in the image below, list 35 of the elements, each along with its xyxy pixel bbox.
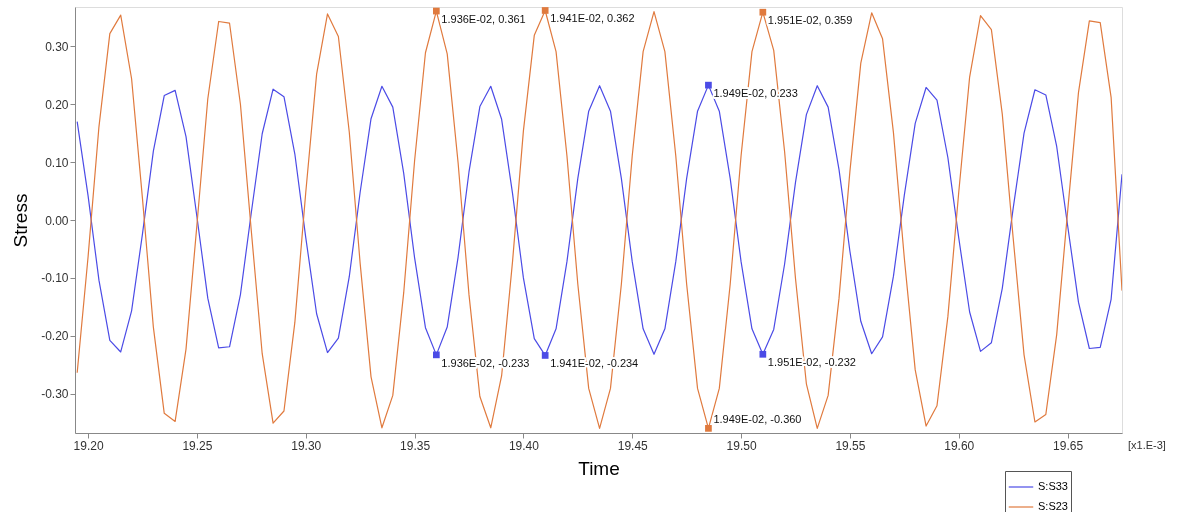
text: [x1.E-3] xyxy=(1128,439,1166,451)
y-tick-label: -0.10 xyxy=(41,271,69,286)
point xyxy=(541,7,549,14)
y-axis-title: Stress xyxy=(10,193,32,248)
point xyxy=(705,81,712,89)
x-tick-label: 19.65 xyxy=(1053,438,1084,453)
x-tick-label: 19.20 xyxy=(73,438,104,453)
x-tick-label: 19.55 xyxy=(835,438,866,453)
point xyxy=(705,425,712,432)
y-tick-label: 0.00 xyxy=(45,213,69,228)
x-tick-label: 19.60 xyxy=(944,438,975,453)
annotation: 1.941E-02, 0.362 xyxy=(550,12,635,25)
point xyxy=(541,352,549,359)
x-tick-label: 19.45 xyxy=(617,438,649,453)
point xyxy=(759,350,767,358)
y-tick-label: 0.10 xyxy=(45,155,69,170)
point xyxy=(432,351,440,359)
x-tick-label: 19.40 xyxy=(508,438,540,453)
point xyxy=(759,8,767,16)
y-tick-label: 0.30 xyxy=(45,39,69,54)
x-tick-label: 19.30 xyxy=(291,438,322,453)
x-tick-label: 19.25 xyxy=(182,438,213,453)
annotation: 1.951E-02, 0.359 xyxy=(767,14,853,27)
x-tick-label: 19.35 xyxy=(400,438,431,453)
legend-label: S:S33 xyxy=(1038,480,1068,492)
y-tick-label: -0.30 xyxy=(41,387,69,402)
line-series xyxy=(76,7,1122,432)
y-tick-label: 0.20 xyxy=(45,97,69,112)
y-tick-label: -0.20 xyxy=(41,329,69,344)
x-tick-label: 19.50 xyxy=(726,438,757,453)
point xyxy=(432,7,440,15)
legend-label: S:S23 xyxy=(1038,500,1068,512)
x-axis-title: Time xyxy=(578,457,620,479)
annotation: 1.949E-02, -0.360 xyxy=(713,413,802,426)
annotation: 1.936E-02, 0.361 xyxy=(441,13,526,26)
